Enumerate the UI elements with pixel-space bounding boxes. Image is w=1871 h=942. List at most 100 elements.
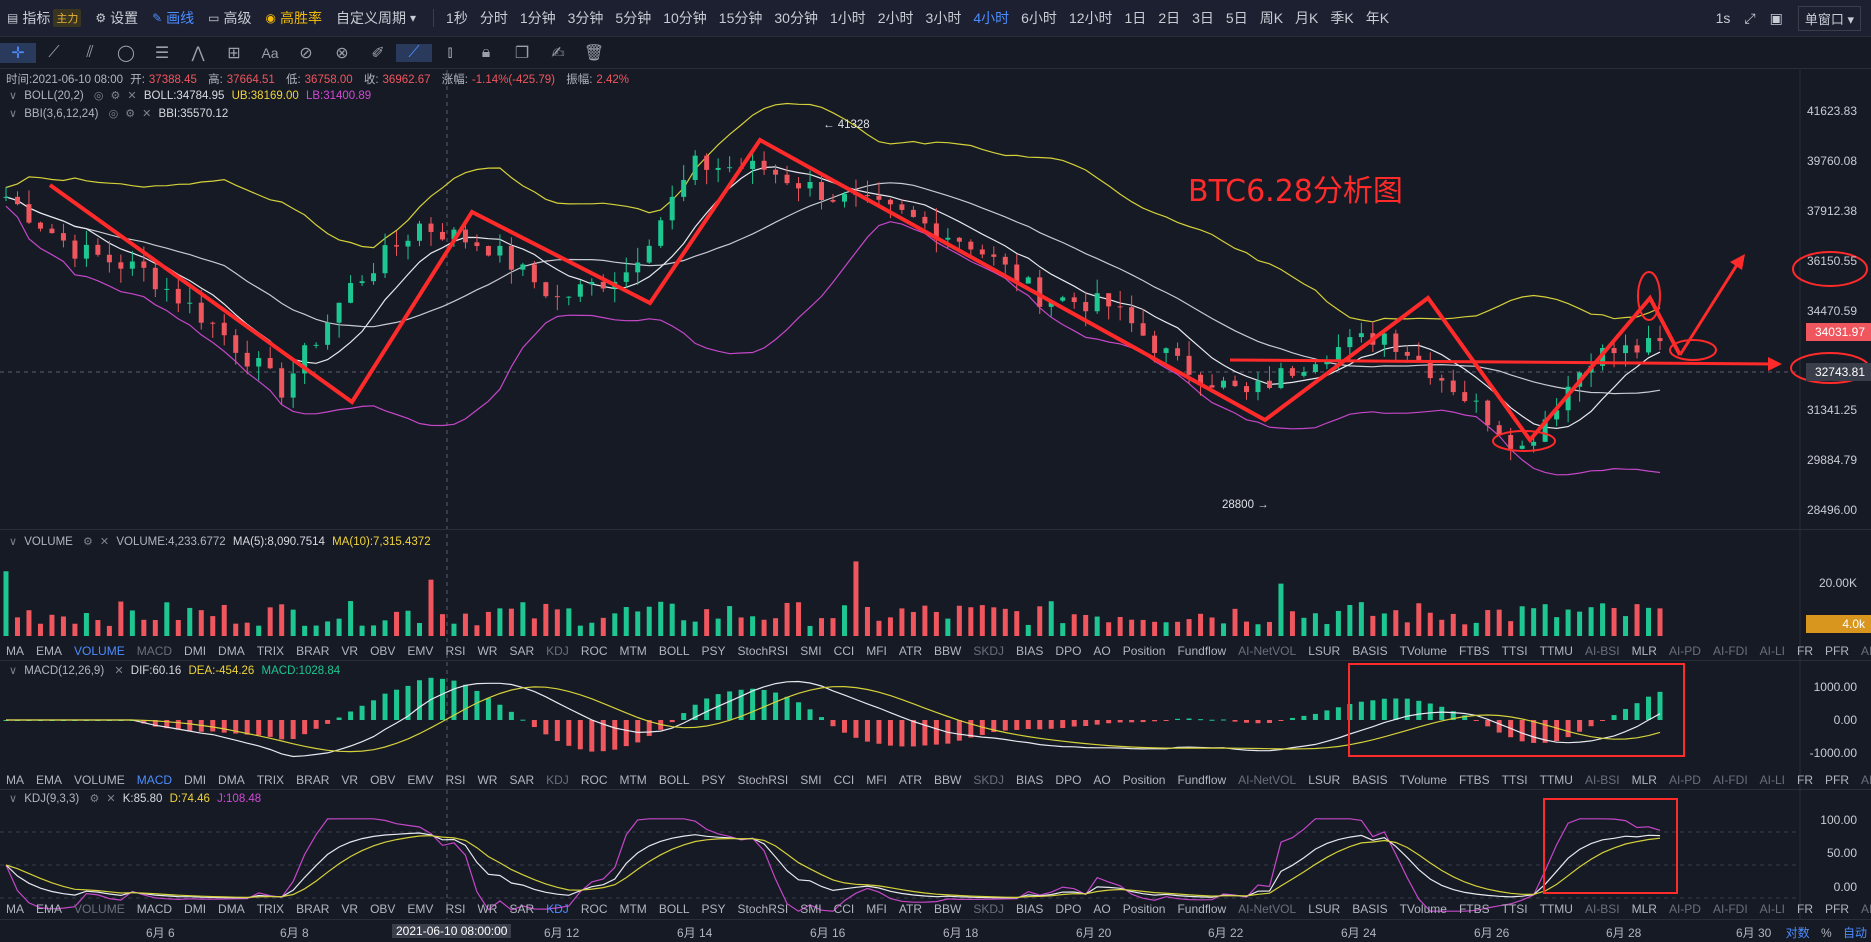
indicator-tab-mfi[interactable]: MFI (866, 902, 887, 916)
indicator-tab-atr[interactable]: ATR (898, 773, 923, 787)
camera-icon[interactable]: ▣ (1769, 9, 1783, 26)
indicator-tab-basis[interactable]: BASIS (1352, 773, 1388, 787)
text-tool-icon[interactable]: Aa (261, 44, 279, 61)
gear-icon[interactable]: ⚙ (125, 108, 136, 120)
timeframe-13[interactable]: 12小时 (1068, 10, 1113, 26)
indicator-tab-psy[interactable]: PSY (701, 902, 726, 916)
indicator-tab-basis[interactable]: BASIS (1352, 902, 1388, 916)
fullscreen-icon[interactable]: ⤢ (1744, 9, 1756, 26)
indicator-tab-tvolume[interactable]: TVolume (1399, 902, 1447, 916)
indicator-tab-ttsi[interactable]: TTSI (1501, 773, 1528, 787)
fibonacci-tool-icon[interactable]: ☰ (154, 44, 170, 62)
indicator-tab-obv[interactable]: OBV (370, 902, 396, 916)
indicator-tab-mlr[interactable]: MLR (1631, 644, 1657, 658)
custom-period-dropdown[interactable]: 自定义周期 ▾ (336, 10, 417, 26)
indicator-tab-boll[interactable]: BOLL (658, 773, 690, 787)
indicator-tab-mfi[interactable]: MFI (866, 773, 887, 787)
indicator-tab-roc[interactable]: ROC (580, 773, 608, 787)
indicator-tab-ma[interactable]: MA (6, 644, 24, 658)
indicator-tab-sar[interactable]: SAR (509, 902, 535, 916)
timeframe-15[interactable]: 2日 (1158, 10, 1181, 26)
indicator-tab-mlr[interactable]: MLR (1631, 902, 1657, 916)
collapse-icon[interactable]: ∨ (9, 108, 18, 120)
indicator-tab-brar[interactable]: BRAR (296, 773, 330, 787)
timeframe-20[interactable]: 季K (1330, 10, 1354, 26)
indicator-tab-ai-bsi[interactable]: AI-BSI (1584, 644, 1620, 658)
indicator-tab-ai-fdi[interactable]: AI-FDI (1712, 902, 1748, 916)
indicator-tab-kdj[interactable]: KDJ (546, 644, 569, 658)
indicator-tab-pfr[interactable]: PFR (1825, 644, 1849, 658)
indicator-tab-rsi[interactable]: RSI (445, 773, 466, 787)
indicator-tab-smi[interactable]: SMI (800, 773, 822, 787)
wave-tool-icon[interactable]: ⋀ (191, 44, 205, 62)
indicator-tab-fundflow[interactable]: Fundflow (1177, 902, 1227, 916)
timeframe-21[interactable]: 年K (1365, 10, 1390, 26)
indicator-tab-skdj[interactable]: SKDJ (973, 773, 1005, 787)
close-icon[interactable]: ✕ (114, 665, 124, 677)
indicator-tab-smi[interactable]: SMI (800, 902, 822, 916)
indicator-tab-ai-bst[interactable]: AI-BST (1861, 773, 1871, 787)
indicator-tab-fundflow[interactable]: Fundflow (1177, 773, 1227, 787)
indicator-tab-obv[interactable]: OBV (370, 773, 396, 787)
indicator-tab-sar[interactable]: SAR (509, 644, 535, 658)
indicator-tab-wr[interactable]: WR (477, 644, 498, 658)
indicator-tab-bbw[interactable]: BBW (934, 773, 962, 787)
indicator-tab-boll[interactable]: BOLL (658, 644, 690, 658)
window-mode-dropdown[interactable]: 单窗口 ▾ (1797, 5, 1861, 31)
gear-icon[interactable]: ⚙ (83, 536, 93, 548)
indicator-tab-skdj[interactable]: SKDJ (973, 644, 1005, 658)
indicator-tab-psy[interactable]: PSY (701, 644, 726, 658)
indicator-tab-position[interactable]: Position (1122, 773, 1166, 787)
draw-button[interactable]: ✎ 画线 (152, 10, 195, 26)
timeframe-16[interactable]: 3日 (1192, 10, 1214, 26)
indicator-tab-mtm[interactable]: MTM (619, 902, 647, 916)
indicator-tab-macd[interactable]: MACD (136, 902, 173, 916)
indicator-tab-brar[interactable]: BRAR (296, 644, 330, 658)
interval-selector[interactable]: 1s (1715, 10, 1731, 26)
timeframe-9[interactable]: 2小时 (877, 10, 914, 26)
indicator-tab-volume[interactable]: VOLUME (74, 902, 125, 916)
indicator-tab-bias[interactable]: BIAS (1016, 902, 1044, 916)
parallel-channel-tool-icon[interactable]: ⫽ (86, 43, 94, 61)
magnet-tool-icon[interactable]: ⊘ (299, 44, 313, 62)
winrate-button[interactable]: ◉ 高胜率 (265, 10, 322, 26)
indicator-tab-ftbs[interactable]: FTBS (1458, 773, 1490, 787)
indicator-tab-mtm[interactable]: MTM (619, 644, 647, 658)
indicator-tab-dmi[interactable]: DMI (184, 644, 207, 658)
timeframe-18[interactable]: 周K (1259, 10, 1284, 26)
edit-icon[interactable]: ✍ (551, 44, 565, 62)
indicator-tab-roc[interactable]: ROC (580, 644, 608, 658)
trendline-tool-icon[interactable]: ⟋ (48, 43, 60, 61)
advanced-button[interactable]: ▭ 高级 (208, 10, 252, 26)
crosshair-tool-icon[interactable]: ✛ (0, 42, 36, 63)
timeframe-1[interactable]: 分时 (479, 10, 508, 26)
lock-icon[interactable]: 🔒︎ (481, 43, 491, 61)
close-icon[interactable]: ✕ (127, 90, 137, 102)
indicator-tab-bias[interactable]: BIAS (1016, 773, 1044, 787)
indicator-tab-ftbs[interactable]: FTBS (1458, 902, 1490, 916)
indicator-tab-boll[interactable]: BOLL (658, 902, 690, 916)
gear-icon[interactable]: ⚙ (110, 90, 121, 102)
timeframe-12[interactable]: 6小时 (1021, 10, 1057, 26)
indicator-tab-rsi[interactable]: RSI (445, 644, 466, 658)
settings-button[interactable]: ⚙ 设置 (95, 10, 139, 26)
indicator-tab-emv[interactable]: EMV (407, 773, 434, 787)
indicator-tab-volume[interactable]: VOLUME (74, 773, 125, 787)
eye-icon[interactable]: ◎ (108, 108, 119, 120)
timeframe-6[interactable]: 15分钟 (718, 10, 763, 26)
indicator-tab-trix[interactable]: TRIX (256, 773, 285, 787)
indicator-tab-ai-li[interactable]: AI-LI (1759, 902, 1785, 916)
indicator-tab-ao[interactable]: AO (1093, 773, 1111, 787)
indicator-tab-cci[interactable]: CCI (833, 902, 855, 916)
indicator-tab-ttsi[interactable]: TTSI (1501, 902, 1528, 916)
indicator-tab-ai-pd[interactable]: AI-PD (1668, 773, 1701, 787)
hide-drawings-icon[interactable]: ⊗ (335, 44, 349, 62)
indicator-tab-ai-fdi[interactable]: AI-FDI (1712, 773, 1748, 787)
timeframe-2[interactable]: 1分钟 (519, 10, 556, 26)
indicator-tab-roc[interactable]: ROC (580, 902, 608, 916)
indicator-tab-dmi[interactable]: DMI (184, 773, 207, 787)
indicator-tab-psy[interactable]: PSY (701, 773, 726, 787)
indicator-tab-pfr[interactable]: PFR (1825, 902, 1849, 916)
indicator-tab-ai-netvol[interactable]: AI-NetVOL (1238, 644, 1297, 658)
